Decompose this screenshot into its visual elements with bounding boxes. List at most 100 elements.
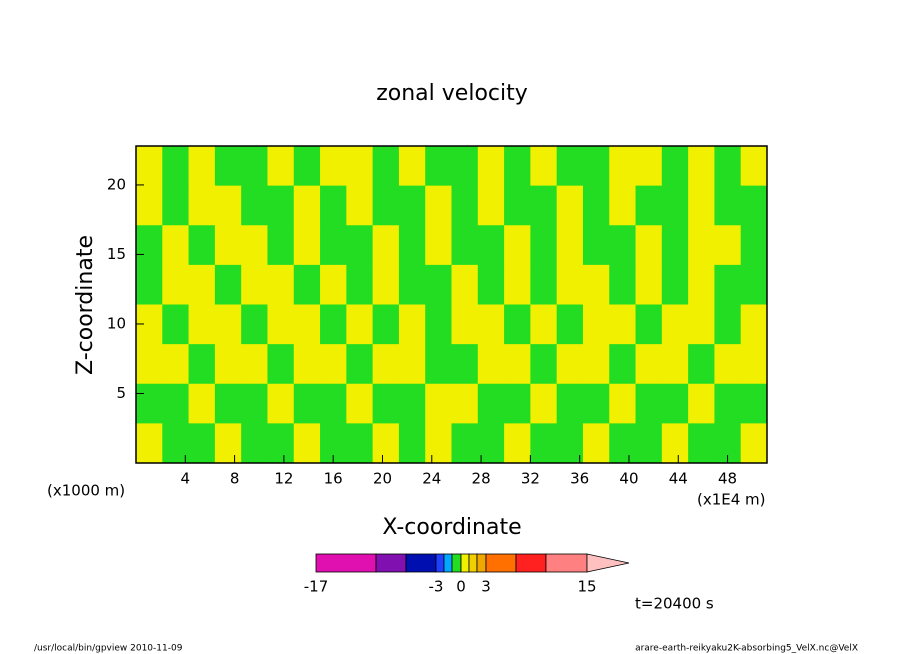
field-cell [214,423,242,464]
field-cell [267,185,295,226]
colorbar-extension [586,553,630,573]
field-cell [504,264,531,305]
field-cell [504,344,531,385]
field-cell [346,146,374,187]
field-cell [530,225,558,266]
field-cell [214,185,242,226]
x-tick-label: 36 [570,470,589,488]
colorbar-segment [468,553,478,573]
field-cell [241,383,268,424]
field-cell [372,344,400,385]
field-cell [293,304,321,345]
field-cell [714,146,742,187]
x-tick-label: 4 [181,470,191,488]
field-cell [372,225,400,266]
field-cell [530,383,558,424]
field-cell [556,264,584,305]
field-cell [556,423,584,464]
field-cell [688,146,715,187]
field-cell [635,383,663,424]
field-cell [162,383,190,424]
field-cell [346,185,374,226]
field-cell [504,383,531,424]
field-cell [372,146,400,187]
field-cell [530,423,558,464]
field-cell [398,344,426,385]
field-cell [293,185,321,226]
field-cell [267,344,295,385]
field-cell [346,225,374,266]
colorbar-segment [476,553,487,573]
chart-title: zonal velocity [376,81,528,106]
field-cell [425,264,452,305]
field-cell [372,423,400,464]
field-cell [214,344,242,385]
field-cell [267,383,295,424]
field-cell [635,225,663,266]
field-cell [688,264,715,305]
field-cell [293,146,321,187]
field-cell [661,383,689,424]
field-cell [372,304,400,345]
field-cell [504,146,531,187]
field-cell [582,264,610,305]
x-tick-label: 32 [521,470,540,488]
field-cell [267,225,295,266]
field-cell [136,344,163,385]
colorbar-tick-label: 3 [481,578,491,596]
field-cell [556,225,584,266]
field-cell [609,383,637,424]
field-cell [609,185,637,226]
field-cell [582,423,610,464]
field-cell [740,185,768,226]
footer-left: /usr/local/bin/gpview 2010-11-09 [34,644,183,654]
field-cell [504,423,531,464]
field-cell [635,304,663,345]
field-cell [136,185,163,226]
field-cell [582,304,610,345]
field-cell [714,225,742,266]
field-cell [556,304,584,345]
field-cell [214,264,242,305]
field-cell [320,185,347,226]
field-cell [477,304,505,345]
field-cell [162,264,190,305]
field-cell [398,146,426,187]
x-tick-label: 40 [619,470,638,488]
field-cell [714,264,742,305]
field-cell [136,383,163,424]
field-cell [530,146,558,187]
field-cell [714,185,742,226]
field-cell [241,423,268,464]
field-cell [609,146,637,187]
y-tick-label: 10 [107,314,126,332]
field-cell [477,225,505,266]
field-cell [425,146,452,187]
field-cell [214,383,242,424]
field-cell [241,146,268,187]
field-cell [451,304,479,345]
field-cell [451,225,479,266]
field-cell [582,185,610,226]
y-tick-label: 5 [116,384,126,402]
field-cell [425,383,452,424]
field-cell [688,225,715,266]
field-cell [241,304,268,345]
field-cell [188,304,216,345]
y-tick-label: 20 [107,175,126,193]
colorbar-tick-label: 0 [456,578,466,596]
field-cell [504,185,531,226]
field-cell [451,185,479,226]
field-cell [504,225,531,266]
field-cell [346,304,374,345]
field-cell [451,146,479,187]
x-tick-label: 16 [324,470,343,488]
field-cell [504,304,531,345]
field-cell [688,304,715,345]
field-cell [162,423,190,464]
field-cell [740,304,768,345]
field-cell [477,383,505,424]
field-cell [425,344,452,385]
field-cell [214,225,242,266]
